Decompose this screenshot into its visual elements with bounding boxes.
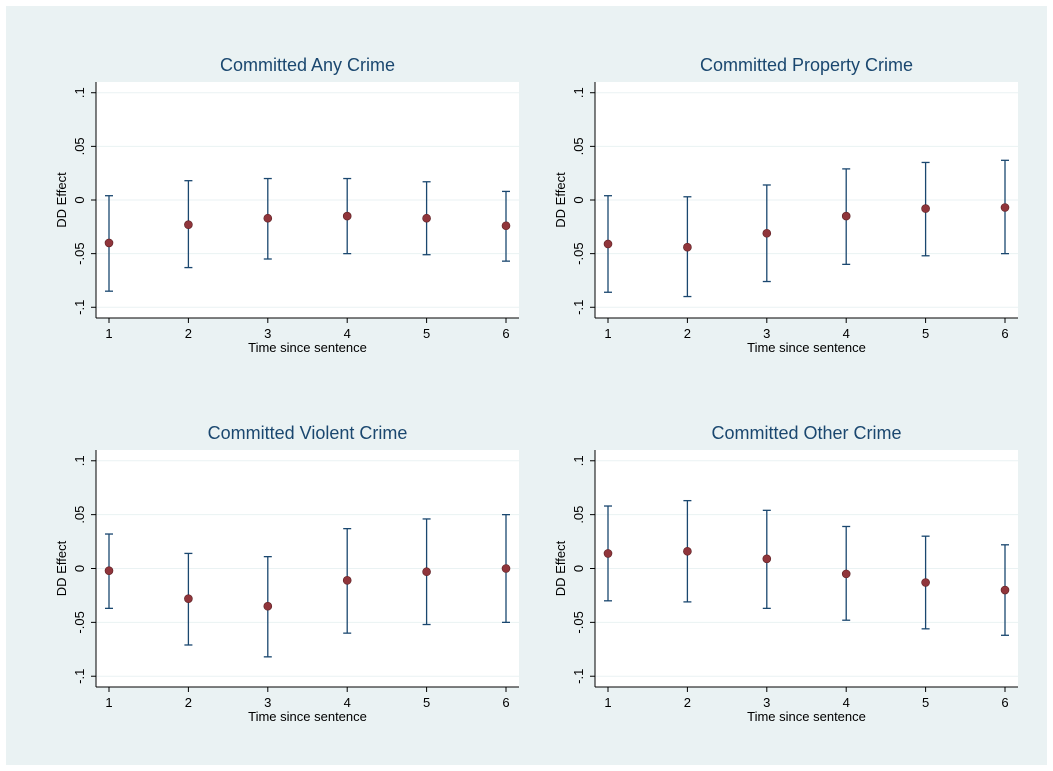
y-tick-label: .1 (72, 455, 87, 466)
point-estimate (342, 211, 352, 221)
y-tick-label: .1 (571, 87, 586, 98)
x-tick-label: 1 (604, 695, 611, 710)
figure: .1 .05 0 -.05 -.1 1 2 3 4 5 6 Committed Any Crime Ti… (6, 6, 1047, 765)
y-tick-label: -.05 (72, 611, 87, 633)
point-estimate (263, 213, 273, 223)
point-estimate (263, 601, 273, 611)
y-tick-label: -.1 (72, 669, 87, 684)
x-tick-label: 5 (922, 326, 929, 341)
point-estimate (603, 549, 613, 558)
point-estimate (184, 220, 193, 229)
point-estimate (1000, 585, 1010, 595)
point-estimate (184, 594, 193, 603)
x-tick-label: 4 (843, 326, 850, 341)
x-axis-label: Time since sentence (747, 340, 866, 355)
y-tick-label: -.05 (571, 242, 586, 264)
y-tick-label: .1 (571, 455, 586, 466)
x-tick-label: 6 (502, 326, 509, 341)
chart-panel-3: .1 .05 0 -.05 -.1 1 2 3 4 5 6 Committed Violent Cri… (54, 423, 519, 724)
x-tick-label: 6 (502, 695, 509, 710)
y-tick-label: 0 (72, 565, 87, 572)
x-tick-label: 2 (684, 326, 691, 341)
chart-title: Committed Any Crime (220, 55, 395, 75)
x-axis-label: Time since sentence (747, 709, 866, 724)
y-tick-label: -.1 (72, 300, 87, 315)
x-tick-label: 3 (763, 326, 770, 341)
y-axis-label: DD Effect (553, 172, 568, 228)
x-tick-label: 3 (264, 326, 271, 341)
point-estimate (683, 546, 692, 556)
x-tick-label: 6 (1001, 326, 1008, 341)
y-tick-label: .05 (571, 137, 586, 155)
x-tick-label: 4 (344, 326, 351, 341)
x-tick-label: 1 (105, 695, 112, 710)
point-estimate (683, 242, 692, 252)
y-tick-label: -.05 (571, 611, 586, 633)
chart-panel-2: .1 .05 0 -.05 -.1 1 2 3 4 5 6 Committed Property Cr… (553, 55, 1018, 355)
chart-title: Committed Other Crime (711, 423, 901, 443)
x-tick-label: 2 (684, 695, 691, 710)
point-estimate (104, 238, 114, 248)
chart-figure: .1 .05 0 -.05 -.1 1 2 3 4 5 6 Committed Any Crime Ti… (54, 55, 1018, 724)
x-tick-label: 2 (185, 695, 192, 710)
x-tick-label: 4 (843, 695, 850, 710)
point-estimate (104, 566, 114, 575)
point-estimate (422, 213, 431, 223)
point-estimate (921, 578, 930, 587)
y-tick-label: -.1 (571, 300, 586, 315)
y-axis-label: DD Effect (553, 540, 568, 596)
x-tick-label: 4 (344, 695, 351, 710)
chart-panel-1: .1 .05 0 -.05 -.1 1 2 3 4 5 6 Committed Any Crime Ti… (54, 55, 519, 355)
point-estimate (603, 239, 613, 249)
x-tick-label: 5 (922, 695, 929, 710)
x-tick-label: 3 (264, 695, 271, 710)
y-tick-label: .05 (571, 506, 586, 524)
chart-title: Committed Property Crime (700, 55, 913, 75)
point-estimate (501, 221, 511, 231)
y-tick-label: 0 (571, 196, 586, 203)
y-tick-label: -.1 (571, 669, 586, 684)
point-estimate (921, 204, 930, 213)
chart-title: Committed Violent Crime (208, 423, 408, 443)
y-axis-label: DD Effect (54, 540, 69, 596)
x-tick-label: 1 (604, 326, 611, 341)
point-estimate (762, 228, 772, 238)
x-tick-label: 5 (423, 695, 430, 710)
y-axis-label: DD Effect (54, 172, 69, 228)
point-estimate (342, 576, 352, 585)
x-axis-label: Time since sentence (248, 340, 367, 355)
point-estimate (762, 554, 772, 564)
x-tick-label: 3 (763, 695, 770, 710)
point-estimate (841, 211, 851, 221)
point-estimate (841, 569, 851, 579)
y-tick-label: .05 (72, 506, 87, 524)
point-estimate (501, 564, 511, 573)
chart-panel-4: .1 .05 0 -.05 -.1 1 2 3 4 5 6 Committed Other Crime… (553, 423, 1018, 724)
x-tick-label: 5 (423, 326, 430, 341)
y-tick-label: -.05 (72, 242, 87, 264)
x-axis-label: Time since sentence (248, 709, 367, 724)
y-tick-label: .05 (72, 137, 87, 155)
x-tick-label: 1 (105, 326, 112, 341)
x-tick-label: 2 (185, 326, 192, 341)
point-estimate (1000, 203, 1010, 212)
x-tick-label: 6 (1001, 695, 1008, 710)
y-tick-label: .1 (72, 87, 87, 98)
y-tick-label: 0 (72, 196, 87, 203)
y-tick-label: 0 (571, 565, 586, 572)
point-estimate (422, 567, 431, 577)
